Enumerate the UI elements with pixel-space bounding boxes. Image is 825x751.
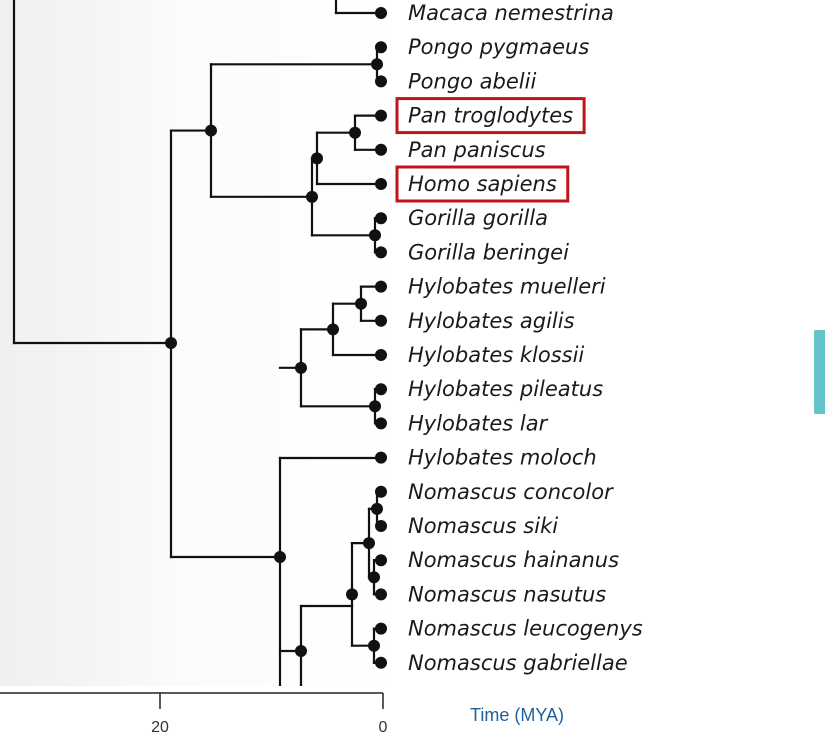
leaf-tip-hylobates-klossii[interactable] (375, 349, 387, 361)
leaf-tip-pan-paniscus[interactable] (375, 143, 387, 156)
leaf-tip-nomascus-nasutus[interactable] (375, 588, 387, 601)
leaf-label-macaca-nemestrina[interactable]: Macaca nemestrina (408, 1, 614, 25)
vertical-scrollbar-thumb[interactable] (814, 330, 825, 414)
leaf-label-nomascus-hainanus[interactable]: Nomascus hainanus (408, 548, 619, 572)
leaf-label-hylobates-klossii[interactable]: Hylobates klossii (408, 343, 584, 367)
nomascus-node[interactable] (346, 588, 358, 601)
gorilla-node[interactable] (369, 229, 381, 242)
nom-hn-node[interactable] (368, 571, 380, 584)
leaf-tip-gorilla-beringei[interactable] (375, 246, 387, 259)
leaf-label-gorilla-gorilla[interactable]: Gorilla gorilla (408, 206, 548, 230)
leaf-tip-nomascus-leucogenys[interactable] (375, 622, 387, 635)
pan-node[interactable] (349, 126, 361, 139)
leaf-tip-nomascus-hainanus[interactable] (375, 554, 387, 567)
nom-lg-node[interactable] (368, 639, 380, 652)
leaf-label-nomascus-leucogenys[interactable]: Nomascus leucogenys (408, 617, 643, 641)
leaf-label-pan-troglodytes[interactable]: Pan troglodytes (408, 104, 573, 128)
leaf-label-pongo-pygmaeus[interactable]: Pongo pygmaeus (408, 35, 589, 59)
leaf-tip-pongo-abelii[interactable] (375, 75, 387, 88)
hylobatidae-node[interactable] (274, 551, 286, 563)
leaf-label-hylobates-lar[interactable]: Hylobates lar (408, 411, 549, 435)
leaf-label-pan-paniscus[interactable]: Pan paniscus (408, 138, 546, 162)
phylogenetic-tree[interactable]: Macaca nemestrina Pongo pygmaeus Pongo abe… (0, 0, 825, 686)
leaf-labels: Macaca nemestrina Pongo pygmaeus Pongo abe… (395, 1, 643, 675)
homininae-node[interactable] (306, 190, 318, 203)
time-axis-panel: 20 0 Time (MYA) (0, 686, 775, 751)
pongo-node[interactable] (371, 58, 383, 71)
leaf-label-hylobates-muelleri[interactable]: Hylobates muelleri (408, 275, 606, 299)
leaf-label-hylobates-agilis[interactable]: Hylobates agilis (408, 309, 575, 333)
leaf-label-nomascus-nasutus[interactable]: Nomascus nasutus (408, 582, 606, 606)
hylo-clade-node[interactable] (295, 361, 307, 374)
leaf-label-hylobates-pileatus[interactable]: Hylobates pileatus (408, 377, 603, 401)
axis-title: Time (MYA) (470, 705, 564, 725)
leaf-label-nomascus-concolor[interactable]: Nomascus concolor (408, 480, 614, 504)
tree-nodes (165, 7, 387, 669)
leaf-tip-homo-sapiens[interactable] (375, 178, 387, 190)
leaf-label-hylobates-moloch[interactable]: Hylobates moloch (408, 446, 597, 470)
leaf-tip-nomascus-concolor[interactable] (375, 485, 387, 498)
leaf-label-nomascus-siki[interactable]: Nomascus siki (408, 514, 558, 538)
leaf-tip-hylobates-pileatus[interactable] (375, 383, 387, 396)
highlight-box-pan-troglodytes (395, 97, 586, 135)
lower-clade-node[interactable] (295, 645, 307, 657)
leaf-label-homo-sapiens[interactable]: Homo sapiens (408, 172, 557, 196)
leaf-tip-macaca-nemestrina[interactable] (375, 7, 387, 19)
hominoidea-node[interactable] (165, 337, 177, 349)
leaf-tip-gorilla-gorilla[interactable] (375, 212, 387, 225)
leaf-tip-hylobates-moloch[interactable] (375, 451, 387, 464)
pan-homo-node[interactable] (311, 152, 323, 165)
axis-tick-label-20: 20 (151, 719, 169, 736)
hominidae-node[interactable] (205, 124, 217, 137)
nom-cs-node[interactable] (371, 502, 383, 515)
leaf-tip-hylobates-lar[interactable] (375, 417, 387, 430)
leaf-tip-pongo-pygmaeus[interactable] (375, 41, 387, 54)
leaf-label-pongo-abelii[interactable]: Pongo abelii (408, 69, 536, 93)
axis-tick-label-0: 0 (379, 719, 388, 736)
hylo-mak-node[interactable] (327, 323, 339, 336)
leaf-tip-hylobates-muelleri[interactable] (375, 280, 387, 293)
leaf-tip-nomascus-gabriellae[interactable] (375, 656, 387, 669)
leaf-tip-pan-troglodytes[interactable] (375, 109, 387, 122)
hylo-ma-node[interactable] (355, 297, 367, 310)
nom-cshn-node[interactable] (363, 537, 375, 550)
highlight-box-homo-sapiens (395, 165, 570, 203)
hylo-pl-node[interactable] (369, 400, 381, 413)
leaf-tip-nomascus-siki[interactable] (375, 520, 387, 532)
leaf-label-nomascus-gabriellae[interactable]: Nomascus gabriellae (408, 651, 628, 675)
leaf-tip-hylobates-agilis[interactable] (375, 314, 387, 327)
time-axis: 20 0 Time (MYA) (0, 692, 564, 736)
leaf-label-gorilla-beringei[interactable]: Gorilla beringei (408, 240, 569, 264)
